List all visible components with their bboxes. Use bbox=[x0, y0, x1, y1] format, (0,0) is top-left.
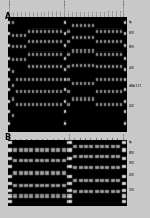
Text: 600: 600 bbox=[129, 151, 135, 155]
Text: CN-CA6: CN-CA6 bbox=[93, 11, 94, 17]
Text: CN-LA9: CN-LA9 bbox=[45, 11, 46, 17]
Text: dBAc517: dBAc517 bbox=[129, 84, 142, 88]
Text: CN-LA8: CN-LA8 bbox=[41, 11, 42, 17]
Text: CN-CA3: CN-CA3 bbox=[81, 11, 82, 17]
Text: CN-LA2: CN-LA2 bbox=[18, 11, 19, 17]
Text: B4: B4 bbox=[32, 137, 33, 140]
Text: GRIPCO-141 marker: GRIPCO-141 marker bbox=[65, 0, 66, 17]
Text: CN-LA3: CN-LA3 bbox=[21, 11, 23, 17]
Text: B17: B17 bbox=[107, 135, 108, 140]
Text: B10: B10 bbox=[64, 135, 65, 140]
Text: B12: B12 bbox=[80, 135, 81, 140]
Text: CN-LA7: CN-LA7 bbox=[37, 11, 39, 17]
Text: B2: B2 bbox=[21, 137, 22, 140]
Text: marker: marker bbox=[70, 132, 71, 140]
Text: B14: B14 bbox=[91, 135, 92, 140]
Text: CN-CA13: CN-CA13 bbox=[120, 10, 122, 17]
Text: CN-LA1: CN-LA1 bbox=[14, 11, 15, 17]
Text: 600: 600 bbox=[129, 45, 135, 49]
Text: GRIPCO-141 marker: GRIPCO-141 marker bbox=[10, 0, 11, 17]
Text: CN-CA2: CN-CA2 bbox=[77, 11, 78, 17]
Text: CN-CA10: CN-CA10 bbox=[108, 10, 110, 17]
Text: B6: B6 bbox=[43, 137, 44, 140]
Text: CN-LA11: CN-LA11 bbox=[53, 10, 54, 17]
Text: B11: B11 bbox=[75, 135, 76, 140]
Text: B3: B3 bbox=[27, 137, 28, 140]
Text: B8: B8 bbox=[54, 137, 55, 140]
Text: CN-CA8: CN-CA8 bbox=[100, 11, 102, 17]
Text: B16: B16 bbox=[102, 135, 103, 140]
Text: 500: 500 bbox=[129, 162, 135, 165]
Text: bp: bp bbox=[129, 20, 132, 24]
Text: 200: 200 bbox=[129, 104, 134, 107]
Text: B: B bbox=[5, 133, 11, 141]
Text: CN-CA11: CN-CA11 bbox=[112, 10, 114, 17]
Text: 400: 400 bbox=[129, 174, 134, 177]
Text: B15: B15 bbox=[97, 135, 98, 140]
Text: CN-CA9: CN-CA9 bbox=[104, 11, 106, 17]
Text: B13: B13 bbox=[86, 135, 87, 140]
Text: B1: B1 bbox=[16, 137, 17, 140]
Text: B7: B7 bbox=[48, 137, 49, 140]
Text: CN-CA4: CN-CA4 bbox=[85, 11, 86, 17]
Text: CN-CA7: CN-CA7 bbox=[96, 11, 98, 17]
Text: B18: B18 bbox=[113, 135, 114, 140]
Text: CN-LA14: CN-LA14 bbox=[69, 10, 70, 17]
Text: CN-LA4: CN-LA4 bbox=[25, 11, 27, 17]
Text: B19: B19 bbox=[118, 135, 119, 140]
Text: bp: bp bbox=[129, 140, 132, 144]
Text: CN-LA10: CN-LA10 bbox=[49, 10, 50, 17]
Text: CN-LA5: CN-LA5 bbox=[29, 11, 31, 17]
Text: A: A bbox=[5, 12, 11, 21]
Text: CN-LA12: CN-LA12 bbox=[57, 10, 58, 17]
Text: CN-LA13: CN-LA13 bbox=[61, 10, 62, 17]
Text: CN-LA6: CN-LA6 bbox=[33, 11, 34, 17]
Text: CN-CA1: CN-CA1 bbox=[73, 11, 74, 17]
Text: 300: 300 bbox=[129, 188, 134, 192]
Text: 400: 400 bbox=[129, 66, 134, 70]
Text: B5: B5 bbox=[37, 137, 38, 140]
Text: B9: B9 bbox=[59, 137, 60, 140]
Text: 800: 800 bbox=[129, 31, 134, 36]
Text: CN-CA5: CN-CA5 bbox=[89, 11, 90, 17]
Text: CN-CA12: CN-CA12 bbox=[116, 10, 117, 17]
Text: GRIPCO-141 marker: GRIPCO-141 marker bbox=[124, 0, 125, 17]
